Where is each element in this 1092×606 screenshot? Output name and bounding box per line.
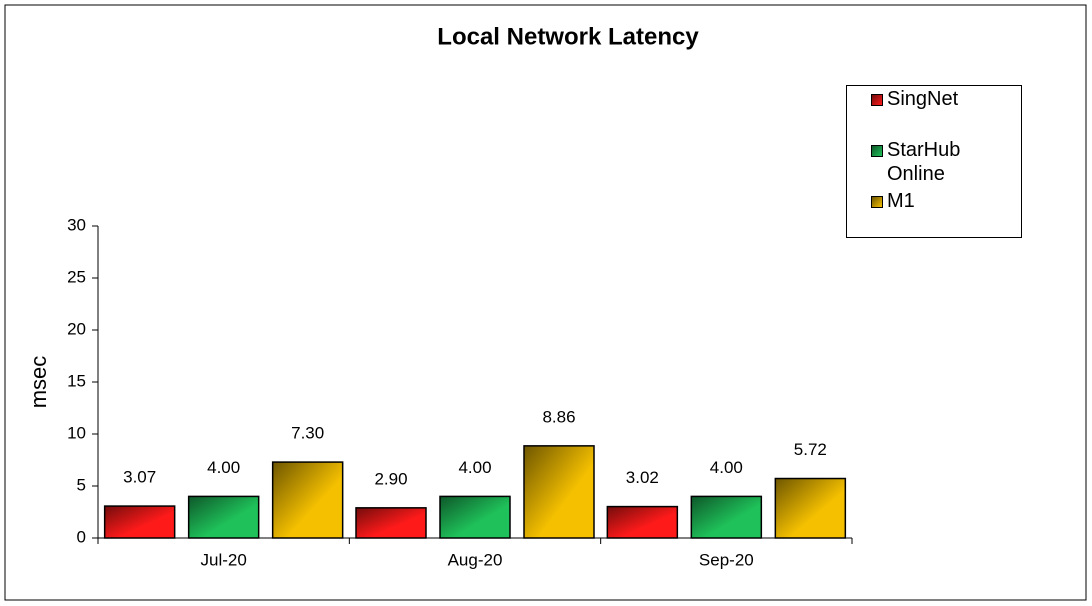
data-label: 4.00 xyxy=(458,458,491,477)
x-tick-label: Aug-20 xyxy=(448,550,503,569)
x-tick-label: Jul-20 xyxy=(201,550,247,569)
bar xyxy=(523,445,595,539)
bar xyxy=(103,505,176,539)
legend: SingNet StarHub Online M1 xyxy=(846,85,1022,238)
legend-label: StarHub Online xyxy=(887,139,961,185)
y-tick-label: 5 xyxy=(77,475,86,494)
y-tick-label: 25 xyxy=(67,267,86,286)
x-tick-label: Sep-20 xyxy=(699,550,754,569)
legend-item: SingNet xyxy=(871,87,987,111)
bar xyxy=(187,495,260,539)
data-label: 8.86 xyxy=(542,407,575,426)
legend-swatch xyxy=(871,196,883,208)
y-tick-label: 30 xyxy=(67,215,86,234)
data-label: 5.72 xyxy=(794,440,827,459)
legend-item: StarHub Online xyxy=(871,138,987,186)
y-tick-label: 20 xyxy=(67,319,86,338)
y-tick-label: 0 xyxy=(77,527,86,546)
data-label: 4.00 xyxy=(710,458,743,477)
bar xyxy=(606,505,679,539)
legend-label: M1 xyxy=(887,190,915,212)
data-label: 4.00 xyxy=(207,458,240,477)
legend-label: SingNet xyxy=(887,88,959,110)
legend-item: M1 xyxy=(871,189,987,213)
y-tick-label: 10 xyxy=(67,423,86,442)
chart-title: Local Network Latency xyxy=(437,23,699,50)
y-tick-label: 15 xyxy=(67,371,86,390)
data-label: 2.90 xyxy=(374,469,407,488)
bar xyxy=(439,495,511,539)
legend-swatch xyxy=(871,94,883,106)
bar xyxy=(355,507,427,539)
bar xyxy=(774,477,847,539)
data-label: 3.07 xyxy=(123,468,156,487)
bar xyxy=(271,461,344,539)
bar xyxy=(690,495,763,539)
data-label: 7.30 xyxy=(291,424,324,443)
data-label: 3.02 xyxy=(626,468,659,487)
legend-swatch xyxy=(871,145,883,157)
y-axis-title: msec xyxy=(26,356,51,409)
